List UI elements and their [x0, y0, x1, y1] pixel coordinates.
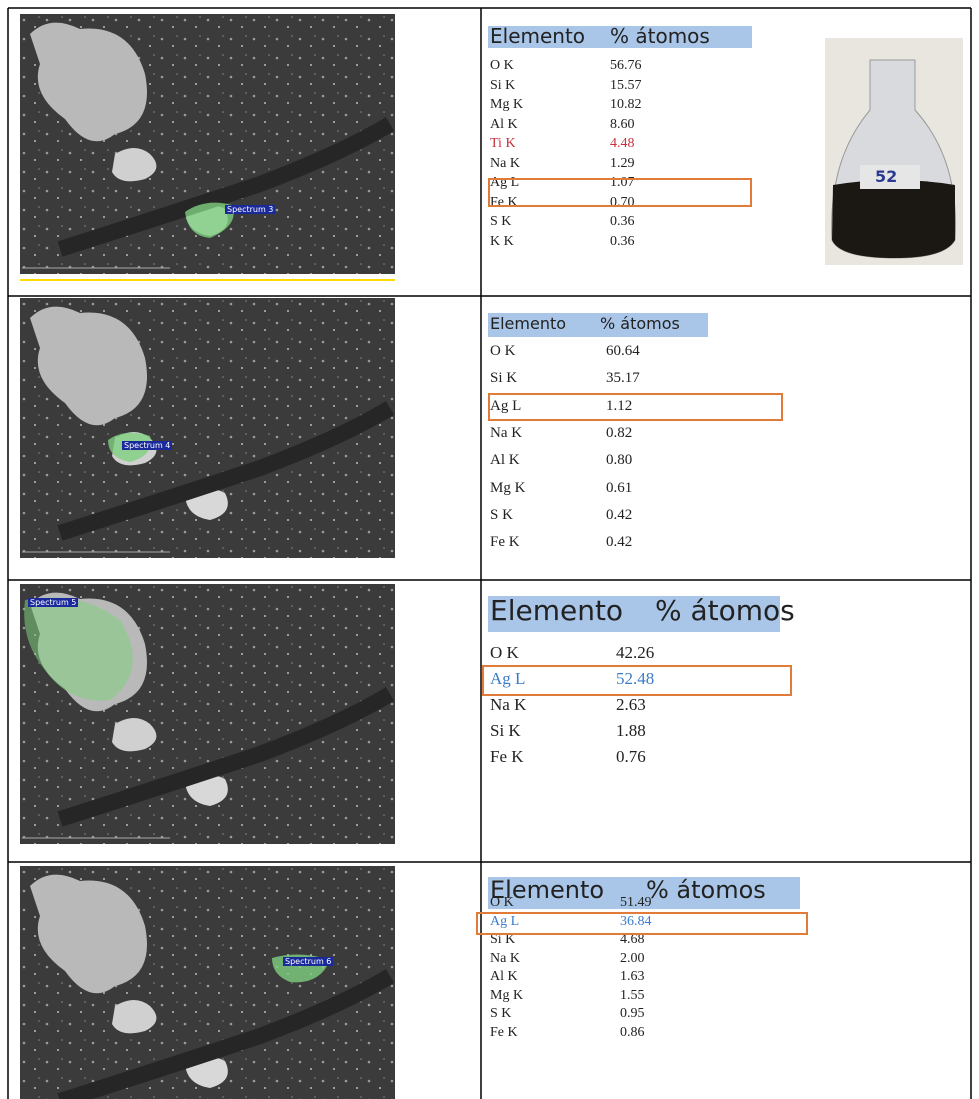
header-bg	[488, 26, 752, 48]
element: Si K	[490, 721, 521, 740]
value: 42.26	[616, 643, 655, 662]
value: 2.63	[616, 695, 646, 714]
spectrum-label: Spectrum 3	[225, 205, 276, 214]
value: 1.12	[606, 397, 633, 414]
highlight-box	[476, 912, 808, 935]
header-cell: Elemento	[490, 314, 567, 333]
highlight-box	[488, 393, 783, 421]
value: 10.82	[610, 97, 642, 112]
value: 15.57	[610, 77, 642, 93]
element: Mg K	[490, 479, 526, 496]
value: 1.63	[620, 969, 645, 984]
value: 56.76	[610, 58, 642, 73]
value: 0.80	[606, 452, 633, 469]
element: Al K	[490, 969, 518, 984]
header-cell: % átomos	[610, 24, 710, 48]
header-cell: Elemento	[490, 24, 586, 48]
header-cell: % átomos	[655, 594, 795, 627]
element: O K	[490, 343, 516, 359]
value: 0.82	[606, 424, 633, 441]
value: 0.36	[610, 233, 635, 249]
highlight-box	[488, 178, 752, 207]
element: Na K	[490, 155, 520, 171]
flask-label: 52	[875, 167, 898, 186]
element: Mg K	[490, 987, 524, 1003]
element: O K	[490, 643, 519, 662]
element: Si K	[490, 77, 516, 93]
header-bg	[488, 313, 708, 337]
header-cell: Elemento	[490, 876, 605, 904]
element: O K	[490, 58, 514, 73]
element: Na K	[490, 950, 520, 966]
element: Si K	[490, 932, 516, 947]
value: 52.48	[616, 669, 655, 688]
element: S K	[490, 506, 513, 523]
value: 1.88	[616, 721, 646, 740]
value: 0.36	[610, 214, 635, 229]
element: S K	[490, 1006, 512, 1021]
element: Fe K	[490, 747, 524, 766]
element: Si K	[490, 370, 518, 387]
element: S K	[490, 214, 512, 229]
header-cell: Elemento	[490, 594, 624, 627]
element: Al K	[490, 452, 520, 469]
value: 1.55	[620, 987, 645, 1003]
value: 4.68	[620, 932, 645, 947]
highlight-box	[482, 665, 792, 696]
value: 0.42	[606, 534, 633, 551]
header-cell: % átomos	[646, 876, 766, 904]
value: 51.49	[620, 895, 652, 910]
spectrum-label: Spectrum 6	[283, 957, 334, 966]
value: 35.17	[606, 370, 640, 387]
element: Ti K	[490, 136, 516, 151]
element: Al K	[490, 116, 518, 132]
value: 0.95	[620, 1006, 645, 1021]
element: Mg K	[490, 97, 524, 112]
value: 4.48	[610, 136, 635, 151]
element: O K	[490, 895, 514, 910]
value: 36.84	[620, 913, 652, 929]
element: Fe K	[490, 1024, 518, 1040]
element: Fe K	[490, 534, 520, 551]
element: Na K	[490, 695, 527, 714]
header-cell: % átomos	[600, 314, 680, 333]
value: 0.86	[620, 1024, 645, 1040]
value: 0.42	[606, 506, 633, 523]
value: 1.29	[610, 155, 635, 171]
header-bg	[488, 877, 800, 909]
value: 60.64	[606, 343, 640, 359]
value: 0.76	[616, 747, 646, 766]
spectrum-label: Spectrum 5	[28, 598, 79, 607]
element: Ag L	[490, 669, 526, 688]
spectrum-label: Spectrum 4	[122, 441, 173, 450]
element: K K	[490, 233, 514, 249]
value: 0.61	[606, 479, 633, 496]
header-bg	[488, 596, 780, 632]
element: Ag L	[490, 397, 522, 414]
value: 2.00	[620, 950, 645, 966]
value: 8.60	[610, 116, 635, 132]
element: Na K	[490, 424, 523, 441]
element: Ag L	[490, 913, 520, 929]
